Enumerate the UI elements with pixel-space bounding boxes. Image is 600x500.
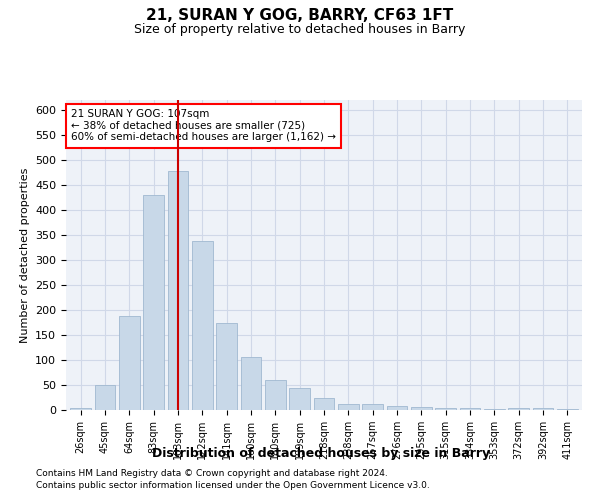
Bar [216,322,237,410]
Text: 21, SURAN Y GOG, BARRY, CF63 1FT: 21, SURAN Y GOG, BARRY, CF63 1FT [146,8,454,22]
Bar [411,406,432,410]
Bar [95,385,115,410]
Bar [70,408,91,410]
Bar [386,406,407,410]
Bar [436,408,456,410]
Text: Size of property relative to detached houses in Barry: Size of property relative to detached ho… [134,22,466,36]
Bar [119,316,140,410]
Bar [557,408,578,410]
Bar [241,356,262,410]
Bar [484,408,505,410]
Bar [143,195,164,410]
Bar [192,241,212,410]
Bar [338,404,359,410]
Bar [314,398,334,410]
Bar [167,171,188,410]
Bar [508,408,529,410]
Text: 21 SURAN Y GOG: 107sqm
← 38% of detached houses are smaller (725)
60% of semi-de: 21 SURAN Y GOG: 107sqm ← 38% of detached… [71,110,336,142]
Bar [265,380,286,410]
Y-axis label: Number of detached properties: Number of detached properties [20,168,29,342]
Bar [362,404,383,410]
Bar [533,408,553,410]
Text: Distribution of detached houses by size in Barry: Distribution of detached houses by size … [152,448,490,460]
Bar [289,388,310,410]
Text: Contains HM Land Registry data © Crown copyright and database right 2024.: Contains HM Land Registry data © Crown c… [36,468,388,477]
Bar [460,408,481,410]
Text: Contains public sector information licensed under the Open Government Licence v3: Contains public sector information licen… [36,481,430,490]
